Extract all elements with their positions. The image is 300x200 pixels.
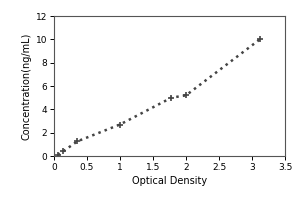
Y-axis label: Concentration(ng/mL): Concentration(ng/mL) — [21, 32, 32, 140]
X-axis label: Optical Density: Optical Density — [132, 176, 207, 186]
